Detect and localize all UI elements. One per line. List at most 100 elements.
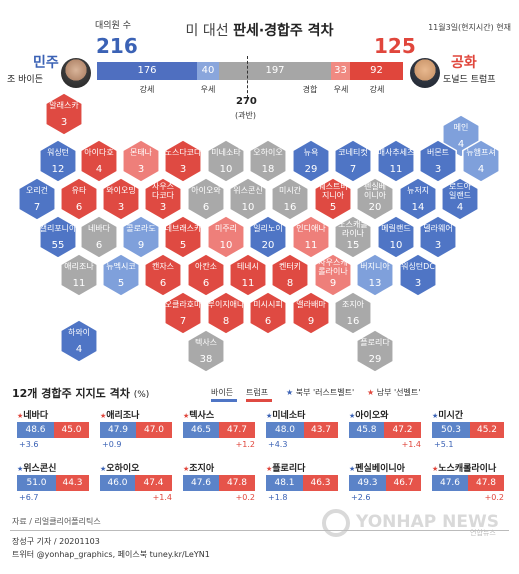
state-electors: 11: [73, 278, 86, 289]
state-hex: 미주리 10: [207, 215, 245, 259]
state-hex-shape: [60, 253, 98, 297]
state-electors: 18: [262, 164, 275, 175]
state-hex: 미시시피 6: [249, 291, 287, 335]
star-icon: ★: [349, 465, 356, 473]
state-name: 다코다: [152, 191, 175, 200]
biden-portrait-icon: [61, 58, 91, 88]
gap-value: +6.7: [19, 493, 39, 502]
legend-rust-label: 북부 '러스트벨트': [295, 388, 355, 397]
biden-bar: 46.0: [100, 475, 135, 491]
state-hex: 뉴저지 14: [399, 177, 437, 221]
state-hex: 테네시 11: [229, 253, 267, 297]
legend-biden-swatch: [211, 399, 237, 402]
state-name: 애리조나: [64, 262, 94, 271]
page-title: 미 대선 판세·경합주 격차: [0, 20, 519, 40]
swing-section-title: 12개 경합주 지지도 격차 (%): [12, 385, 149, 401]
state-name: 오리건: [26, 185, 48, 195]
state-hex: 뉴멕시코 5: [102, 253, 140, 297]
state-electors: 16: [347, 316, 360, 327]
state-electors: 20: [262, 240, 275, 251]
watermark: YONHAP NEWS: [356, 512, 499, 532]
tally-segment-solid-r: 92: [350, 62, 403, 80]
legend-sun-label: 남부 '선벨트': [376, 388, 421, 397]
state-hex-shape: [419, 139, 457, 183]
state-hex-shape: [249, 215, 287, 259]
state-hex: 네브래스카 5: [164, 215, 202, 259]
state-name: 오클라호마: [165, 300, 202, 309]
state-hex-shape: [334, 139, 372, 183]
trump-total: 125: [374, 34, 416, 58]
state-electors: 3: [415, 278, 421, 289]
state-hex: 위스콘신 10: [229, 177, 267, 221]
state-hex: 플로리다 29: [356, 329, 394, 373]
state-electors: 8: [223, 316, 229, 327]
state-name: 인디애나: [296, 223, 326, 233]
state-hex: 오하이오 18: [249, 139, 287, 183]
state-electors: 6: [203, 202, 209, 213]
swing-title-text: 12개 경합주 지지도 격차: [12, 387, 130, 400]
state-electors: 5: [330, 202, 336, 213]
tally-label-lean-r: 우세: [333, 85, 349, 94]
state-electors: 15: [347, 240, 360, 251]
state-hex-shape: [207, 215, 245, 259]
state-hex: 미네소타 10: [207, 139, 245, 183]
state-hex-shape: [18, 177, 56, 221]
state-name: 워싱턴: [47, 147, 69, 157]
swing-state-label: 미네소타: [272, 411, 306, 421]
state-electors: 38: [200, 354, 213, 365]
state-electors: 9: [138, 240, 144, 251]
state-hex-shape: [144, 177, 182, 221]
state-name: 뉴욕: [304, 148, 319, 157]
state-hex-shape: [102, 177, 140, 221]
state-hex-shape: [271, 177, 309, 221]
state-name: 워싱턴DC: [401, 261, 435, 271]
state-electors: 3: [435, 164, 441, 175]
swing-state-name: ★조지아: [183, 461, 214, 474]
state-name: 노스캐롤: [338, 220, 367, 229]
state-hex-shape: [229, 177, 267, 221]
gap-value: +1.4: [152, 493, 172, 502]
trump-bar: 46.7: [386, 475, 421, 491]
state-name: 뉴멕시코: [106, 261, 135, 271]
swing-state-label: 플로리다: [272, 464, 306, 474]
star-icon: ★: [100, 412, 107, 420]
state-hex: 미시간 16: [271, 177, 309, 221]
gap-value: +1.8: [268, 493, 288, 502]
state-hex: 델라웨어 3: [419, 215, 457, 259]
swing-state-label: 아이오와: [355, 411, 389, 421]
state-name: 위스콘신: [233, 186, 262, 195]
biden-bar: 45.8: [349, 422, 384, 438]
state-name: 사우스: [152, 182, 174, 191]
trump-bar: 45.2: [470, 422, 504, 438]
state-name: 알래스카: [49, 100, 79, 110]
state-electors: 5: [118, 278, 124, 289]
state-hex: 노스캐롤라이나 15: [334, 215, 372, 259]
tally-label-solid-d: 강세: [139, 85, 155, 94]
state-name: 메인: [454, 122, 469, 132]
state-electors: 16: [284, 202, 297, 213]
state-electors: 3: [61, 117, 67, 128]
star-icon: ★: [432, 412, 439, 420]
legend-sun: ★ 남부 '선벨트': [367, 387, 420, 398]
swing-state-name: ★위스콘신: [17, 461, 56, 474]
state-hex: 캘리포니아 55: [39, 215, 77, 259]
swing-state-label: 네바다: [23, 411, 49, 421]
state-electors: 6: [203, 278, 209, 289]
state-hex: 아이다호 4: [80, 139, 118, 183]
state-hex-shape: [356, 329, 394, 373]
biden-bar: 50.3: [432, 422, 470, 438]
state-electors: 6: [265, 316, 271, 327]
swing-state-label: 조지아: [189, 464, 215, 474]
state-electors: 10: [390, 240, 403, 251]
state-electors: 11: [305, 240, 318, 251]
state-hex: 텍사스 38: [187, 329, 225, 373]
state-hex-shape: [249, 139, 287, 183]
state-electors: 11: [390, 164, 403, 175]
state-hex: 오클라호마 7: [164, 291, 202, 335]
state-hex-shape: [419, 215, 457, 259]
state-name: 아이오와: [191, 185, 221, 195]
state-hex: 몬태나 3: [122, 139, 160, 183]
state-hex: 매사추세츠 11: [377, 139, 415, 183]
state-electors: 29: [369, 354, 382, 365]
